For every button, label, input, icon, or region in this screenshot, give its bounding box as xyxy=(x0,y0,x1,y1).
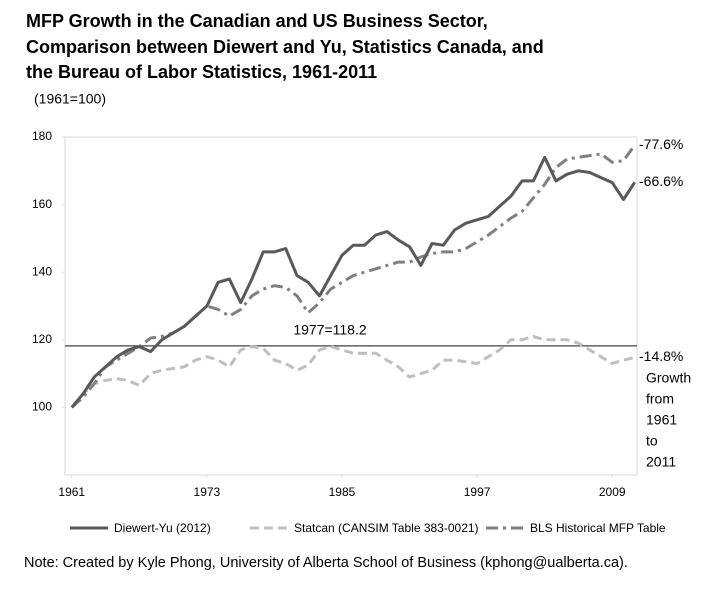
growth-note: 1961 xyxy=(646,412,677,428)
x-tick-label: 2009 xyxy=(599,485,626,499)
y-tick-label: 160 xyxy=(32,197,52,211)
chart-title: the Bureau of Labor Statistics, 1961-201… xyxy=(26,62,377,82)
growth-note: 2011 xyxy=(646,454,676,470)
y-tick-label: 140 xyxy=(32,264,52,278)
y-tick-label: 180 xyxy=(32,129,52,143)
x-tick-label: 1997 xyxy=(464,485,491,499)
legend-label: BLS Historical MFP Table xyxy=(530,521,666,535)
plot-frame xyxy=(64,136,638,476)
series-line xyxy=(70,155,636,409)
chart-subtitle: (1961=100) xyxy=(34,91,106,107)
end-label: -14.8% xyxy=(639,348,683,364)
note: Note: Created by Kyle Phong, University … xyxy=(24,555,628,571)
reference-label: 1977=118.2 xyxy=(293,322,367,338)
legend-label: Statcan (CANSIM Table 383-0021) xyxy=(294,521,479,535)
chart-title: MFP Growth in the Canadian and US Busine… xyxy=(26,11,488,31)
x-tick-label: 1985 xyxy=(329,485,356,499)
y-tick-label: 100 xyxy=(32,400,52,414)
y-tick-label: 120 xyxy=(32,332,52,346)
x-tick-label: 1973 xyxy=(194,485,221,499)
growth-note: from xyxy=(646,391,674,407)
chart-title: Comparison between Diewert and Yu, Stati… xyxy=(26,37,544,57)
end-label: -66.6% xyxy=(639,173,683,189)
series-line xyxy=(70,334,636,409)
series-line xyxy=(70,144,636,409)
end-label: -77.6% xyxy=(639,136,683,152)
growth-note: to xyxy=(646,433,658,449)
x-tick-label: 1961 xyxy=(58,485,85,499)
legend-label: Diewert-Yu (2012) xyxy=(114,521,211,535)
growth-note: Growth xyxy=(646,370,691,386)
